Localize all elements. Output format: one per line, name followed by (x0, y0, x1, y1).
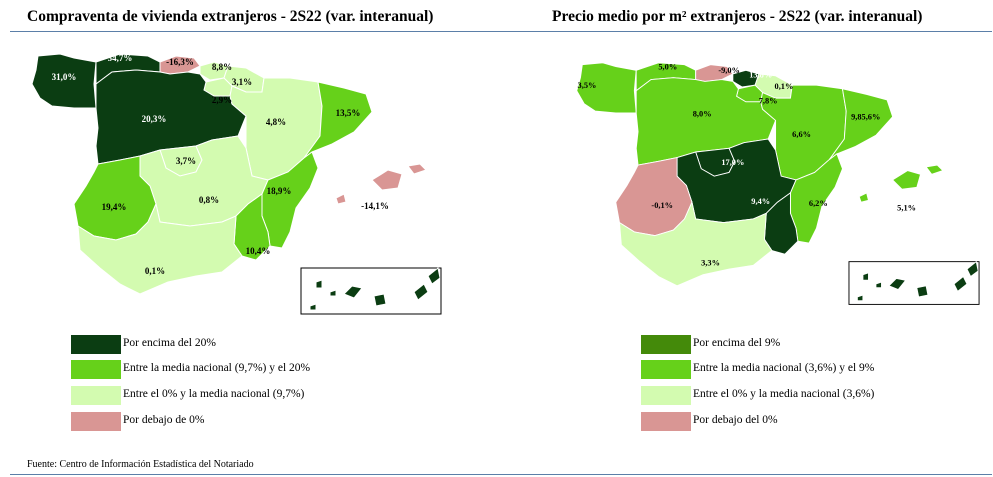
source-note: Fuente: Centro de Información Estadístic… (27, 459, 254, 470)
legend-swatch (641, 412, 691, 431)
legend-label: Por debajo del 0% (693, 414, 778, 426)
region-value-label: 22,4% (375, 274, 400, 284)
legend-label: Por encima del 9% (693, 337, 781, 349)
region-value-label: -0,1% (651, 201, 673, 210)
bottom-divider (10, 474, 992, 475)
legend-swatch (641, 360, 691, 379)
legend-label: Entre el 0% y la media nacional (3,6%) (693, 388, 875, 400)
right-map-title: Precio medio por m² extranjeros - 2S22 (… (552, 8, 923, 25)
region-value-label: 6,2% (809, 199, 828, 208)
region-value-label: 3,7% (176, 156, 196, 166)
region-value-label: 8,0% (693, 110, 712, 119)
region-galicia (576, 62, 637, 114)
region-value-label: 17,0% (721, 158, 744, 167)
legend-label: Entre la media nacional (3,6%) y el 9% (693, 362, 875, 374)
region-value-label: 9,1% (919, 269, 938, 278)
legend-swatch (71, 335, 121, 354)
region-galicia (31, 53, 97, 109)
region-value-label: 3,3% (701, 258, 720, 267)
region-baleares (335, 163, 427, 205)
region-value-label: 9,85,6% (851, 112, 880, 121)
legend-label: Entre el 0% y la media nacional (9,7%) (123, 388, 305, 400)
legend-swatch (641, 335, 691, 354)
region-cataluna (829, 88, 894, 160)
region-value-label: 0,1% (145, 266, 165, 276)
region-andalucia (618, 200, 773, 287)
region-value-label: 6,6% (792, 130, 811, 139)
region-value-label: 5,1% (897, 204, 916, 213)
right-spain-map: 3,5% 5,0% -9,0% 13,8%0,1% 7,8% 8,0% 6,6% 9,85,6… (576, 62, 980, 305)
region-value-label: 13,5% (336, 108, 361, 118)
region-value-label: 2,9% (212, 95, 232, 105)
region-andalucia (77, 202, 243, 295)
left-legend: Por encima del 20% Entre la media nacion… (71, 335, 401, 435)
region-value-label: 34,7% (108, 53, 133, 63)
region-baleares (858, 164, 944, 203)
legend-label: Por encima del 20% (123, 337, 216, 349)
legend-swatch (71, 360, 121, 379)
right-legend: Por encima del 9% Entre la media naciona… (641, 335, 971, 435)
region-value-label: 10,4% (246, 246, 271, 256)
left-spain-map: 31,0% 34,7% -16,3% 8,8%3,1%2,9% 20,3% 4,8% 13,… (31, 53, 442, 315)
region-value-label: 20,3% (142, 114, 167, 124)
legend-swatch (71, 412, 121, 431)
region-value-label: 15,1% (796, 244, 819, 253)
legend-label: Por debajo de 0% (123, 414, 205, 426)
region-value-label: 8,8% (212, 62, 232, 72)
region-value-label: 31,0% (52, 72, 77, 82)
legend-swatch (641, 386, 691, 405)
region-value-label: 13,8% (749, 71, 772, 80)
region-value-label: -9,0% (718, 66, 740, 75)
legend-label: Entre la media nacional (9,7%) y el 20% (123, 362, 311, 374)
region-value-label: 19,4% (102, 202, 127, 212)
region-value-label: 0,1% (775, 82, 794, 91)
region-value-label: 7,8% (759, 97, 778, 106)
region-value-label: 0,8% (199, 195, 219, 205)
region-value-label: 9,4% (751, 197, 770, 206)
left-map-title: Compraventa de vivienda extranjeros - 2S… (27, 8, 434, 25)
region-value-label: -14,1% (361, 201, 389, 211)
region-canarias (309, 267, 441, 311)
region-cataluna (303, 81, 373, 159)
region-value-label: 3,5% (578, 81, 597, 90)
region-value-label: 3,1% (232, 77, 252, 87)
region-value-label: 4,8% (266, 117, 286, 127)
top-divider (10, 31, 992, 32)
region-value-label: -16,3% (166, 57, 194, 67)
region-canarias (856, 260, 979, 302)
legend-swatch (71, 386, 121, 405)
region-value-label: 5,0% (658, 62, 677, 71)
region-value-label: 18,9% (267, 186, 292, 196)
